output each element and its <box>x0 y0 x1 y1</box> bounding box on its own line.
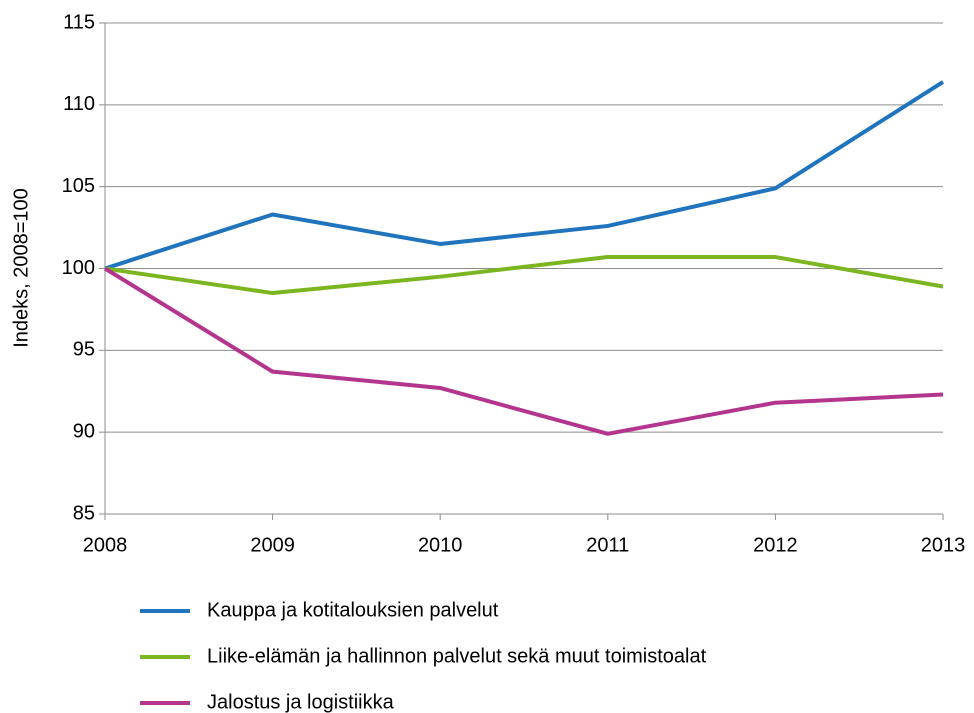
legend-label: Liike-elämän ja hallinnon palvelut sekä … <box>207 645 707 667</box>
y-tick-label: 90 <box>73 420 95 442</box>
data-line <box>104 255 944 296</box>
data-line <box>104 80 945 271</box>
x-tick-label: 2012 <box>753 534 798 556</box>
data-line <box>103 266 944 436</box>
y-axis-label: Indeks, 2008=100 <box>10 188 32 348</box>
legend-label: Jalostus ja logistiikka <box>207 691 395 713</box>
x-tick-label: 2011 <box>586 534 629 556</box>
legend-label: Kauppa ja kotitalouksien palvelut <box>207 599 499 621</box>
y-tick-label: 95 <box>73 339 95 361</box>
y-tick-label: 105 <box>62 175 95 197</box>
x-tick-label: 2008 <box>83 534 128 556</box>
y-tick-label: 115 <box>63 11 95 33</box>
x-tick-label: 2009 <box>250 534 295 556</box>
y-tick-label: 85 <box>73 502 95 524</box>
y-tick-label: 110 <box>63 93 95 115</box>
y-tick-label: 100 <box>62 257 95 279</box>
x-tick-label: 2013 <box>921 534 966 556</box>
x-tick-label: 2010 <box>418 534 463 556</box>
